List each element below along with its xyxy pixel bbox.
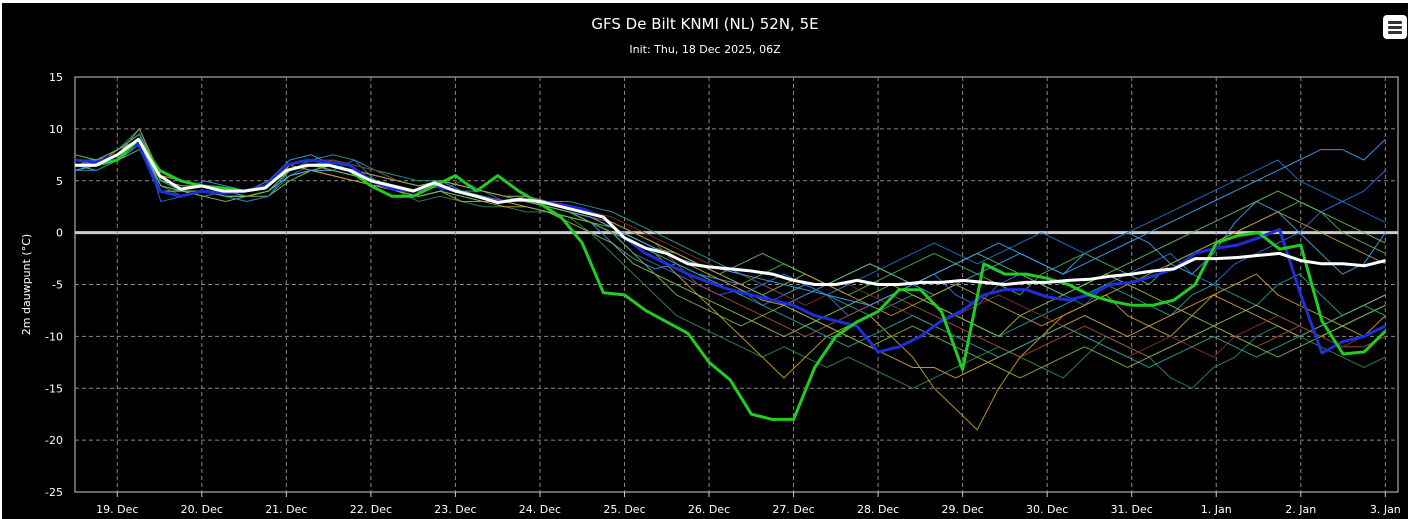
y-tick-label: -25 <box>45 486 63 499</box>
mean-series-line <box>75 137 1386 286</box>
ensemble-member-line <box>75 138 1386 358</box>
x-tick-label: 1. Jan <box>1201 503 1232 516</box>
x-tick-label: 25. Dec <box>603 503 645 516</box>
x-tick-label: 19. Dec <box>96 503 138 516</box>
ensemble-member-line <box>74 133 1386 379</box>
y-tick-label: 10 <box>49 123 63 136</box>
chart-title: GFS De Bilt KNMI (NL) 52N, 5E <box>591 15 819 33</box>
x-tick-label: 22. Dec <box>350 503 392 516</box>
y-tick-label: -10 <box>45 330 63 343</box>
x-tick-label: 29. Dec <box>941 503 983 516</box>
x-tick-label: 2. Jan <box>1285 503 1316 516</box>
y-tick-label: -15 <box>45 382 63 395</box>
y-tick-label: -5 <box>52 279 63 292</box>
ensemble-member-line <box>74 138 1386 306</box>
x-tick-label: 27. Dec <box>772 503 814 516</box>
x-tick-label: 30. Dec <box>1026 503 1068 516</box>
chart-container: GFS De Bilt KNMI (NL) 52N, 5E Init: Thu,… <box>2 3 1408 519</box>
main-series-layer <box>74 137 1387 421</box>
operational-series-line <box>74 142 1386 355</box>
ensemble-member-line <box>75 138 1386 358</box>
y-tick-label: 15 <box>49 71 63 84</box>
x-tick-label: 28. Dec <box>857 503 899 516</box>
x-tick-label: 21. Dec <box>265 503 307 516</box>
chart-subtitle: Init: Thu, 18 Dec 2025, 06Z <box>629 43 781 56</box>
grid-layer <box>74 76 1399 493</box>
x-tick-label: 31. Dec <box>1111 503 1153 516</box>
y-tick-label: 5 <box>56 175 63 188</box>
hamburger-menu-icon[interactable] <box>1383 15 1407 39</box>
line-chart: 15 10 5 0 -5 -10 -15 -20 -25 19. Dec 20. Dec 21. De… <box>20 71 1401 516</box>
x-tick-label: 24. Dec <box>519 503 561 516</box>
ensemble-member-line <box>75 133 1386 317</box>
ensemble-members-layer <box>74 127 1386 431</box>
axis-layer: 15 10 5 0 -5 -10 -15 -20 -25 19. Dec 20. Dec 21. De… <box>20 71 1401 516</box>
x-tick-label: 26. Dec <box>688 503 730 516</box>
x-tick-label: 20. Dec <box>181 503 223 516</box>
ensemble-member-line <box>74 127 1386 327</box>
y-tick-label: -20 <box>45 434 63 447</box>
ensemble-member-line <box>74 138 1386 306</box>
x-tick-label: 3. Jan <box>1370 503 1401 516</box>
ensemble-member-line <box>74 148 1386 338</box>
ensemble-member-line <box>75 133 1386 369</box>
x-tick-label: 23. Dec <box>434 503 476 516</box>
y-tick-label: 0 <box>56 227 63 240</box>
y-axis-label: 2m dauwpunt (°C) <box>20 234 33 335</box>
